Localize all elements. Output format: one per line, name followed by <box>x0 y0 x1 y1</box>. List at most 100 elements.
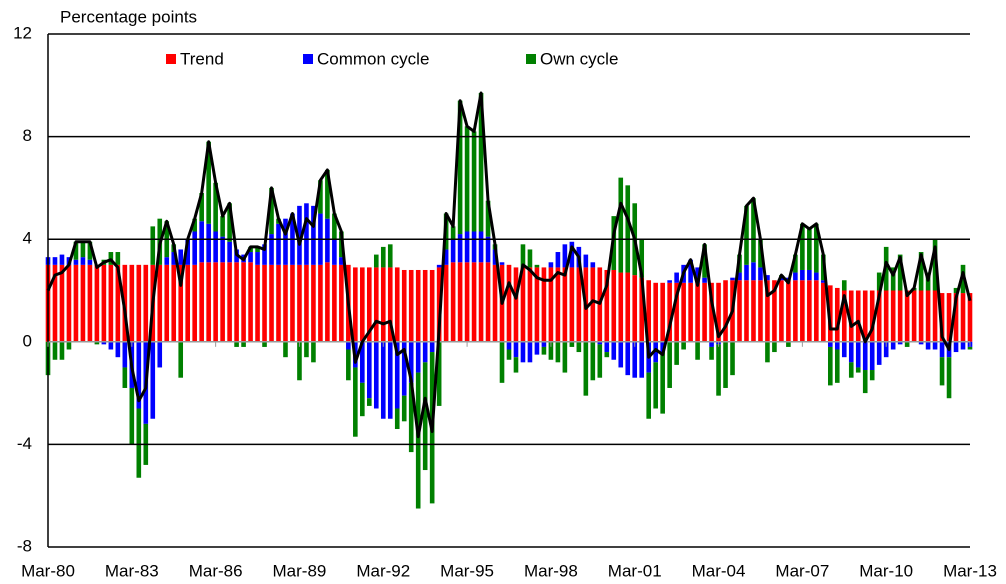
bar-segment <box>960 264 966 294</box>
bar-segment <box>339 257 344 265</box>
x-tick-label: Mar-01 <box>608 561 662 580</box>
bar-segment <box>590 341 596 381</box>
bar-segment <box>890 290 896 342</box>
bar-segment <box>415 269 421 342</box>
bar-segment <box>751 262 756 281</box>
bar-segment <box>450 239 456 263</box>
x-tick-label: Mar-13 <box>943 561 997 580</box>
bar-segment <box>304 264 309 342</box>
bar-segment <box>373 267 379 342</box>
bar-segment <box>464 262 470 342</box>
bar-segment <box>758 280 763 342</box>
bar-segment <box>841 341 847 358</box>
bar-segment <box>150 226 156 265</box>
bar-segment <box>429 341 435 353</box>
x-tick-label: Mar-95 <box>440 561 494 580</box>
bar-segment <box>793 272 798 281</box>
bar-segment <box>946 293 952 342</box>
bar-segment <box>737 280 742 342</box>
bar-segment <box>73 241 79 260</box>
bar-segment <box>625 272 631 342</box>
bar-segment <box>876 272 882 291</box>
total-line <box>46 91 972 439</box>
bar-segment <box>848 290 854 342</box>
bar-segment <box>339 264 344 342</box>
bar-segment <box>80 264 86 342</box>
bar-segment <box>429 269 435 342</box>
bar-segment <box>569 267 575 342</box>
bar-segment <box>869 370 875 381</box>
bar-segment <box>513 267 519 342</box>
bar-segment <box>653 282 658 342</box>
bar-segment <box>318 180 323 214</box>
bar-segment <box>716 344 721 396</box>
bar-segment <box>555 252 561 268</box>
bar-segment <box>248 262 253 342</box>
bar-segment <box>744 280 749 342</box>
bar-segment <box>814 223 819 273</box>
bar-segment <box>646 372 652 419</box>
bar-segment <box>332 264 337 342</box>
bar-segment <box>848 341 854 363</box>
bar-segment <box>220 262 225 342</box>
x-tick-label: Mar-80 <box>21 561 75 580</box>
bar-segment <box>918 341 924 345</box>
bar-segment <box>925 290 931 342</box>
bar-segment <box>890 341 896 350</box>
bar-segment <box>800 269 805 281</box>
bar-segment <box>311 341 316 363</box>
y-tick-label: 8 <box>23 126 32 145</box>
legend-label: Common cycle <box>317 49 429 68</box>
bar-segment <box>373 254 379 268</box>
bar-segment <box>450 226 456 240</box>
bar-segment <box>541 267 547 342</box>
bar-segment <box>394 408 400 430</box>
bar-segment <box>408 382 414 453</box>
bar-segment <box>632 341 638 378</box>
bar-segment <box>115 264 121 342</box>
bar-segment <box>401 269 407 342</box>
bar-segment <box>918 252 924 291</box>
bar-segment <box>52 264 58 342</box>
bar-segment <box>834 287 840 342</box>
bar-segment <box>674 341 679 365</box>
bar-segment <box>297 341 302 381</box>
bar-segment <box>876 341 882 365</box>
bar-segment <box>695 282 700 342</box>
bar-segment <box>206 262 211 342</box>
bar-segment <box>751 198 756 263</box>
bar-segment <box>276 223 281 265</box>
bar-segment <box>758 267 763 281</box>
x-tick-label: Mar-89 <box>273 561 327 580</box>
bar-segment <box>590 267 596 342</box>
bar-segment <box>464 126 470 232</box>
bar-segment <box>583 341 589 396</box>
x-tick-label: Mar-98 <box>524 561 578 580</box>
bar-segment <box>227 241 232 263</box>
bar-segment <box>548 267 554 342</box>
bar-segment <box>904 341 910 347</box>
bar-segment <box>499 262 505 265</box>
bar-segment <box>604 352 610 358</box>
bar-segment <box>492 249 498 265</box>
bar-segment <box>360 341 365 383</box>
bar-segment <box>87 264 93 342</box>
bar-segment <box>876 290 882 342</box>
legend-label: Own cycle <box>540 49 618 68</box>
bar-segment <box>744 205 749 265</box>
bar-segment <box>220 216 225 237</box>
bar-segment <box>457 262 463 342</box>
bar-segment <box>611 341 617 360</box>
bar-segment <box>255 264 260 342</box>
bar-segment <box>178 249 184 265</box>
bar-segment <box>953 287 959 294</box>
bar-segment <box>737 272 742 281</box>
bar-segment <box>185 264 191 342</box>
bar-segment <box>967 346 973 350</box>
bar-segment <box>59 264 65 342</box>
bar-segment <box>772 280 777 342</box>
bar-segment <box>897 290 903 342</box>
bar-segment <box>87 241 93 260</box>
bar-segment <box>401 395 407 422</box>
bar-segment <box>520 244 526 268</box>
